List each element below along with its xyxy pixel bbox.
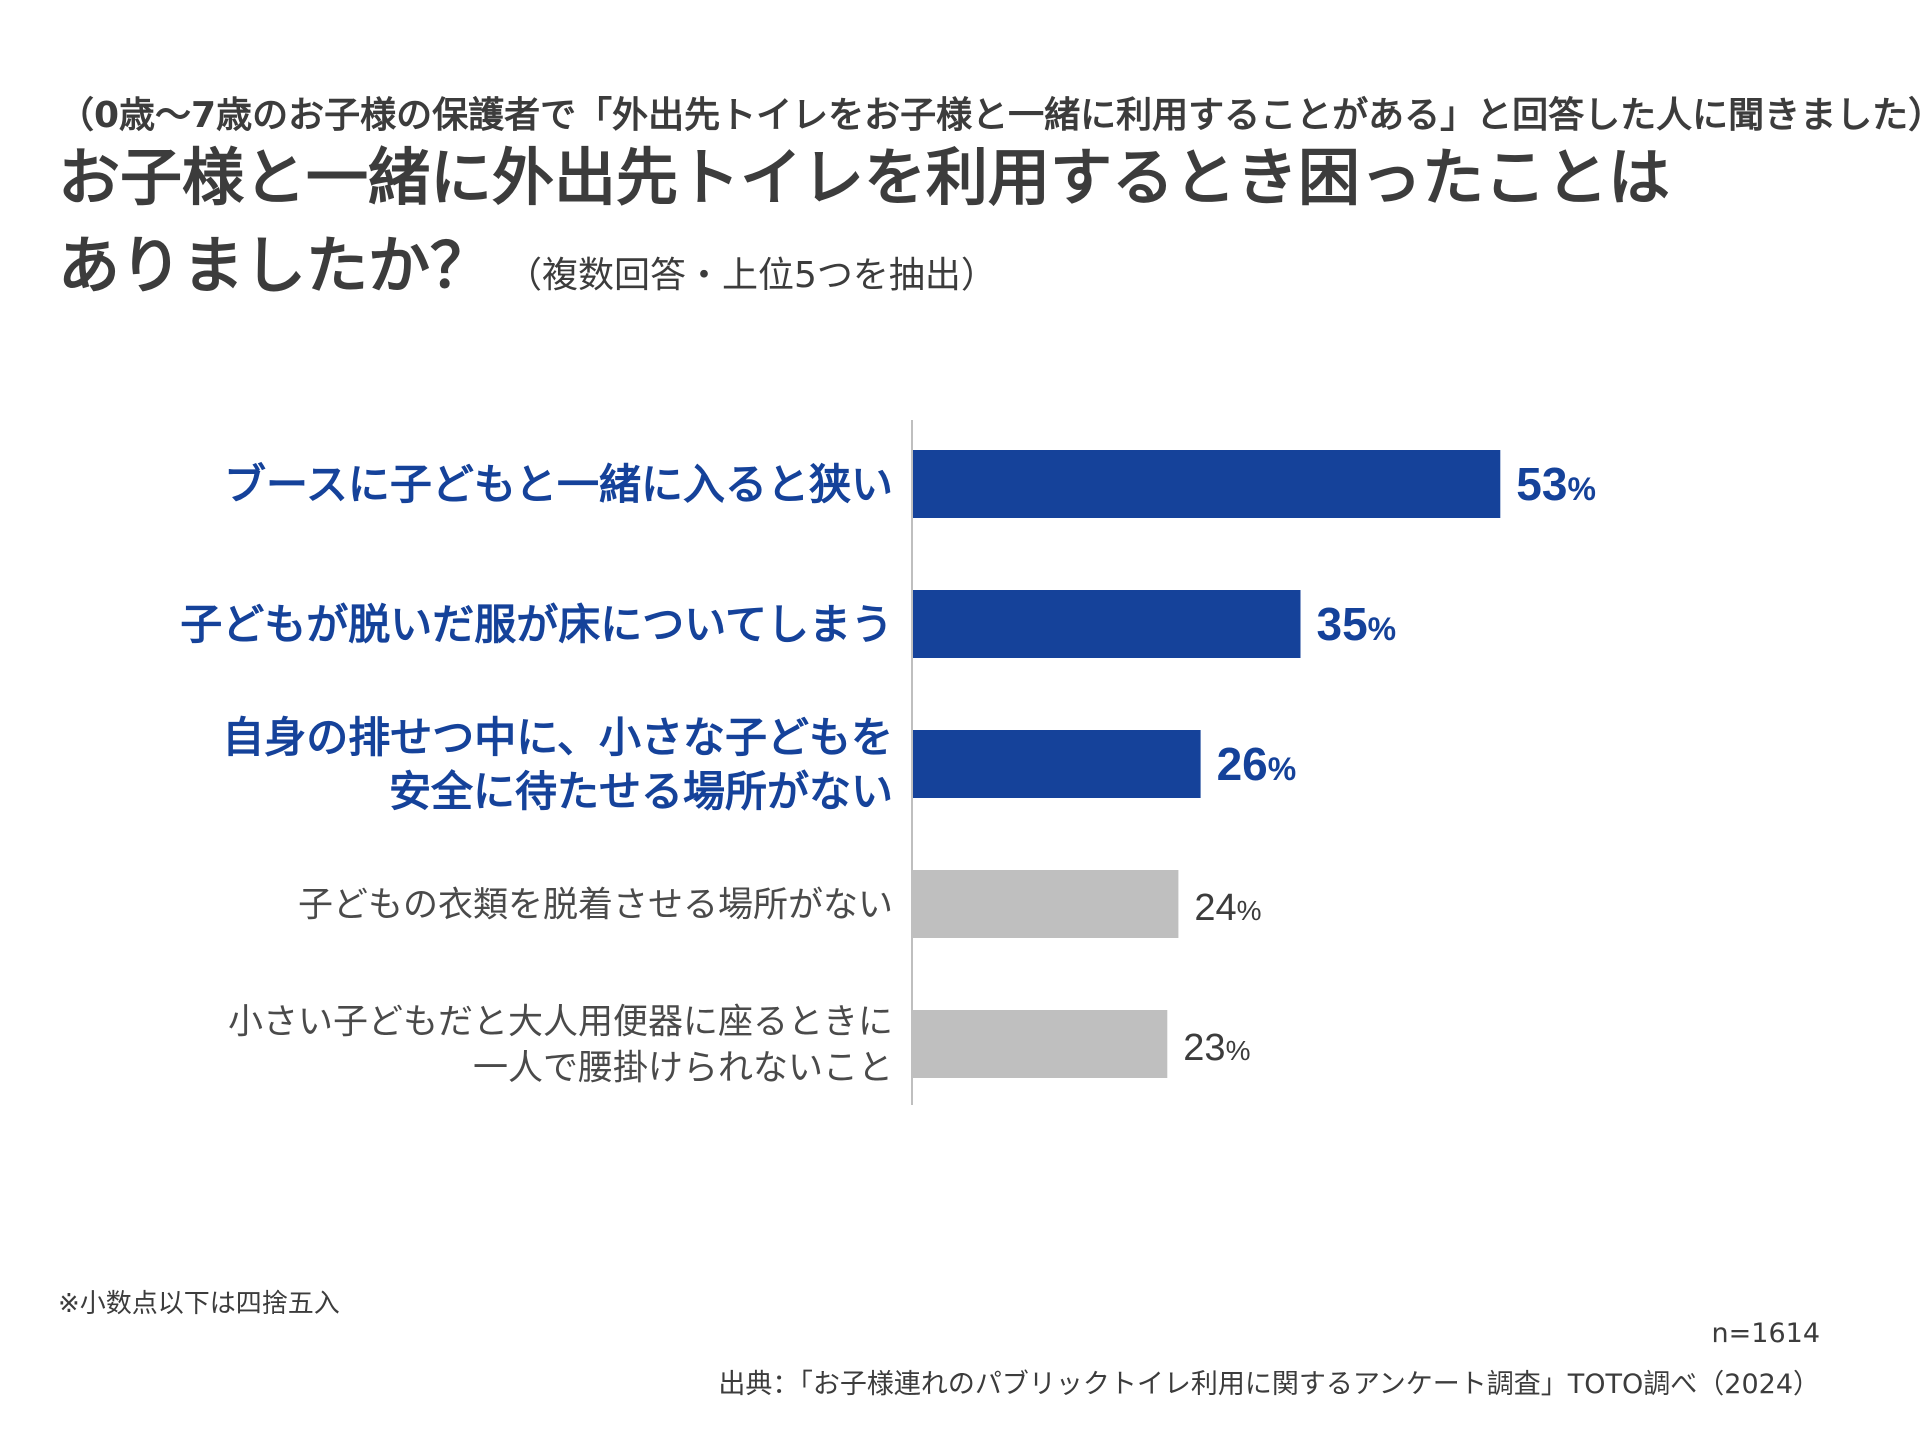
value-label-2: 35% — [1317, 598, 1397, 650]
bar-5 — [912, 1010, 1168, 1078]
sample-size: n=1614 — [1711, 1318, 1820, 1349]
category-label-1-line-1: ブースに子どもと一緒に入ると狭い — [224, 460, 893, 509]
title-note: （複数回答・上位5つを抽出） — [506, 255, 997, 296]
value-number-2: 35 — [1317, 598, 1368, 650]
bar-1 — [912, 450, 1501, 518]
survey-subtitle: （0歳〜7歳のお子様の保護者で「外出先トイレをお子様と一緒に利用することがある」… — [58, 95, 1920, 136]
value-label-5: 23% — [1183, 1027, 1250, 1069]
bar-2 — [912, 590, 1301, 658]
value-label-1: 53% — [1516, 458, 1596, 510]
value-unit-3: % — [1268, 751, 1296, 787]
value-number-4: 24 — [1194, 887, 1236, 929]
title-line-1: お子様と一緒に外出先トイレを利用するとき困ったことは — [58, 141, 1671, 214]
value-label-3: 26% — [1217, 738, 1297, 790]
chart-title: お子様と一緒に外出先トイレを利用するとき困ったことは ありましたか？ （複数回答・… — [58, 134, 1758, 320]
category-label-5: 小さい子どもだと大人用便器に座るときに一人で腰掛けられないこと — [228, 1003, 893, 1089]
value-unit-1: % — [1567, 471, 1595, 507]
footnote: ※小数点以下は四捨五入 — [58, 1289, 340, 1319]
bar-4 — [912, 870, 1179, 938]
value-number-5: 23 — [1183, 1027, 1225, 1069]
category-label-4-line-1: 子どもの衣類を脱着させる場所がない — [298, 886, 893, 926]
category-label-2: 子どもが脱いだ服が床についてしまう — [180, 600, 893, 649]
category-label-2-line-1: 子どもが脱いだ服が床についてしまう — [180, 600, 893, 649]
title-line-2: ありましたか？ （複数回答・上位5つを抽出） — [58, 222, 1758, 320]
value-number-1: 53 — [1516, 458, 1567, 510]
title-line-2-text: ありましたか？ — [58, 229, 493, 302]
value-label-4: 24% — [1194, 887, 1261, 929]
value-unit-2: % — [1368, 611, 1396, 647]
chart-layer: 53% ブースに子どもと一緒に入ると狭い 35% 子どもが脱いだ服が床についてしまう 2… — [180, 420, 1596, 1105]
category-label-4: 子どもの衣類を脱着させる場所がない — [298, 886, 893, 926]
value-unit-5: % — [1226, 1035, 1251, 1066]
category-label-5-line-2: 一人で腰掛けられないこと — [473, 1049, 893, 1089]
category-label-3-line-2: 安全に待たせる場所がない — [389, 767, 893, 816]
value-unit-4: % — [1237, 895, 1262, 926]
category-label-1: ブースに子どもと一緒に入ると狭い — [224, 460, 893, 509]
category-label-3-line-1: 自身の排せつ中に、小さな子どもを — [222, 713, 893, 762]
bar-3 — [912, 730, 1201, 798]
category-label-5-line-1: 小さい子どもだと大人用便器に座るときに — [228, 1003, 893, 1043]
value-number-3: 26 — [1217, 738, 1268, 790]
category-label-3: 自身の排せつ中に、小さな子どもを安全に待たせる場所がない — [222, 713, 893, 816]
source-citation: 出典：「お子様連れのパブリックトイレ利用に関するアンケート調査」TOTO調べ（2… — [718, 1369, 1820, 1400]
